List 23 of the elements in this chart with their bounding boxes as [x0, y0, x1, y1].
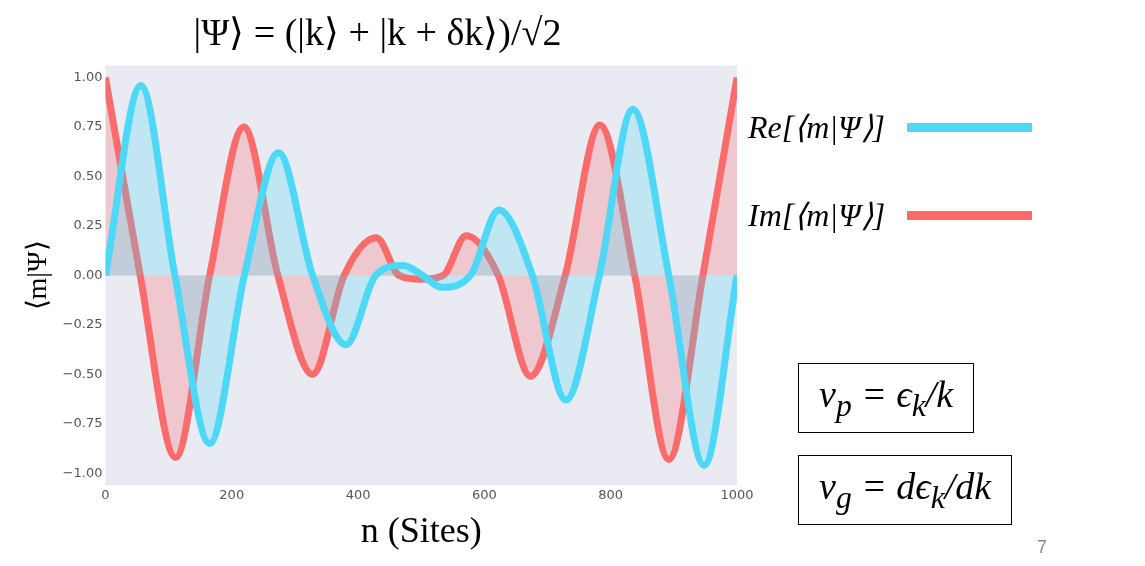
- y-tick-label: 0.75: [73, 118, 103, 134]
- x-tick-label: 600: [471, 487, 497, 503]
- legend-label: Re[⟨m|Ψ⟩]: [748, 108, 886, 146]
- x-tick-label: 1000: [720, 487, 754, 503]
- text: v$_{p}$ = ϵ$_{k}$/k: [798, 363, 975, 433]
- text: v$_{g}$ = dϵ$_{k}$/dk: [798, 455, 1013, 525]
- y-tick-label: −0.25: [62, 316, 103, 332]
- y-axis-title: ⟨m|Ψ⟩: [21, 240, 53, 311]
- x-tick-label: 0: [101, 487, 110, 503]
- y-tick-label: −0.50: [62, 365, 103, 381]
- chart-title: |Ψ⟩ = (|k⟩ + |k + δk⟩)/√2: [193, 10, 562, 54]
- x-tick-label: 800: [598, 487, 624, 503]
- legend-label: Im[⟨m|Ψ⟩]: [748, 196, 886, 234]
- x-axis-title: n (Sites): [360, 509, 482, 550]
- y-tick-label: 0.00: [73, 266, 103, 282]
- x-tick-label: 400: [345, 487, 371, 503]
- text: 7: [1036, 537, 1047, 558]
- y-tick-label: 0.50: [73, 167, 103, 183]
- x-tick-label: 200: [219, 487, 245, 503]
- y-tick-label: −1.00: [62, 464, 103, 480]
- y-tick-label: 1.00: [73, 68, 103, 84]
- y-tick-label: −0.75: [62, 415, 103, 431]
- y-tick-label: 0.25: [73, 217, 103, 233]
